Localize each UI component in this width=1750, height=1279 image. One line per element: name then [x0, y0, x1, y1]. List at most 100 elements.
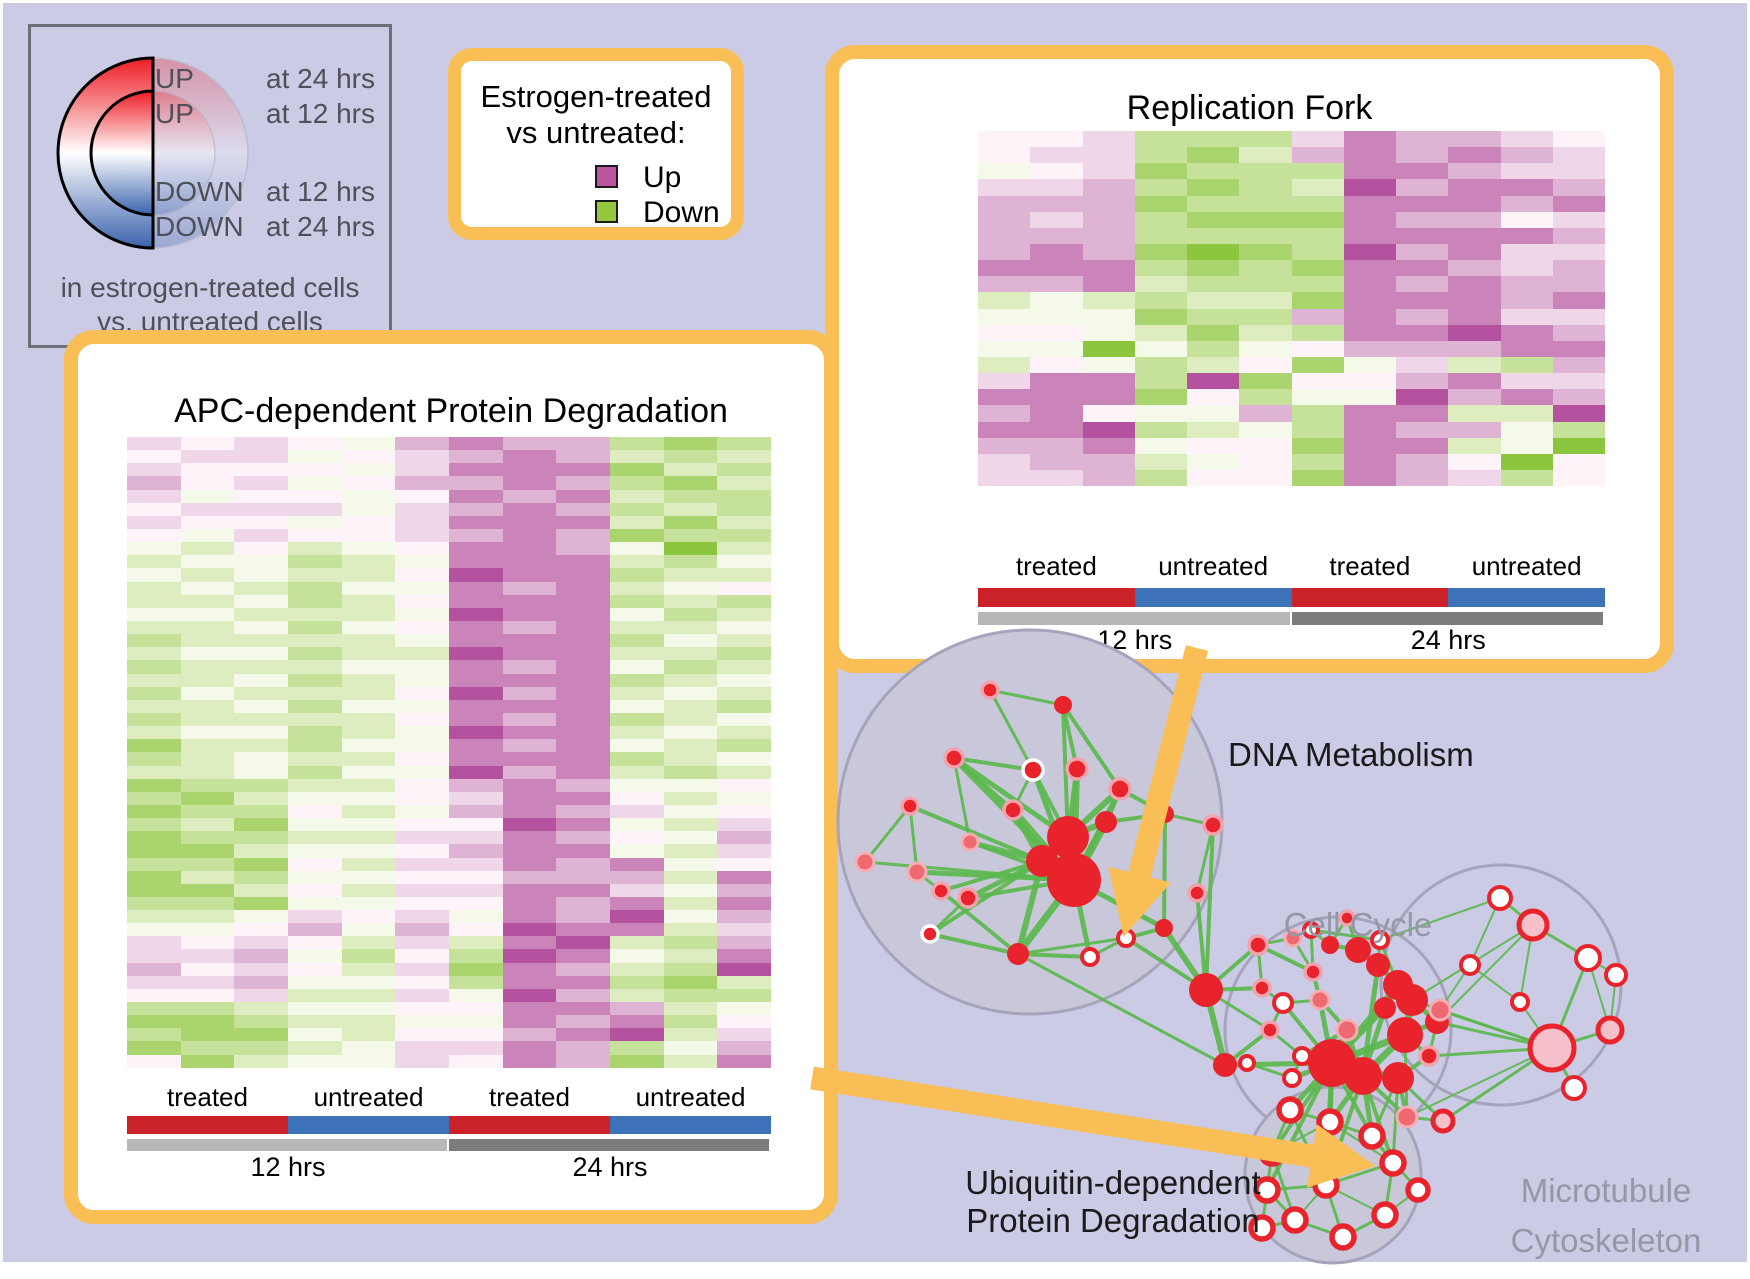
heatmap-cell — [502, 620, 557, 635]
gene-node — [1335, 1018, 1359, 1042]
heatmap-cell — [341, 528, 396, 543]
heatmap-cell — [502, 686, 557, 700]
heatmap-cell — [502, 883, 557, 897]
heatmap-cell — [180, 568, 235, 582]
heatmap-cell — [502, 791, 557, 805]
heatmap-cell — [502, 515, 557, 529]
heatmap-cell — [1500, 211, 1553, 228]
heatmap-cell — [717, 660, 772, 674]
gene-node — [1561, 1075, 1587, 1101]
network-edge — [908, 805, 919, 873]
heatmap-cell — [1343, 195, 1396, 212]
heatmap-cell — [234, 660, 289, 674]
heatmap-cell — [1134, 437, 1187, 454]
heatmap-cell — [663, 634, 718, 648]
heatmap-cell — [1500, 405, 1553, 422]
heatmap-cell — [502, 555, 557, 569]
heatmap-cell — [717, 594, 772, 608]
heatmap-cell — [610, 988, 664, 1003]
heatmap-cell — [1552, 421, 1605, 438]
heatmap-cell — [556, 1015, 611, 1029]
heatmap-cell — [502, 923, 557, 937]
heatmap-cell — [127, 450, 181, 464]
heatmap-cell — [1187, 437, 1240, 454]
heatmap-row — [127, 647, 772, 661]
heatmap-row — [127, 581, 772, 595]
heatmap-cell — [1082, 147, 1135, 164]
heatmap-cell — [1082, 179, 1135, 196]
heatmap-cell — [288, 634, 342, 648]
heatmap-cell — [341, 936, 396, 950]
heatmap-cell — [1134, 243, 1187, 261]
heatmap-cell — [341, 463, 396, 477]
scale-dir-down-12: DOWN — [155, 176, 244, 207]
heatmap-cell — [1239, 356, 1292, 374]
heatmap-cell — [1239, 163, 1292, 180]
heatmap-cell — [449, 936, 503, 950]
heatmap-cell — [610, 660, 664, 674]
heatmap-cell — [341, 660, 396, 674]
heatmap-cell — [556, 910, 611, 924]
gene-node — [1238, 1054, 1256, 1072]
condition-bar-treated — [449, 1116, 610, 1134]
heatmap-cell — [288, 923, 342, 937]
heatmap-row — [978, 340, 1605, 357]
heatmap-cell — [395, 476, 450, 490]
heatmap-cell — [556, 988, 611, 1003]
heatmap-cell — [717, 857, 772, 871]
heatmap-cell — [1030, 147, 1083, 164]
gene-node — [1487, 885, 1513, 911]
heatmap-row — [978, 292, 1605, 309]
heatmap-row — [127, 962, 772, 976]
heatmap-cell — [1134, 195, 1187, 212]
heatmap-cell — [502, 726, 557, 740]
heatmap-cell — [556, 581, 611, 595]
heatmap-cell — [1030, 389, 1083, 406]
gene-node — [1247, 934, 1269, 956]
heatmap-cell — [449, 594, 503, 608]
heatmap-cell — [234, 463, 289, 477]
heatmap-cell — [395, 870, 450, 884]
heatmap-cell — [341, 568, 396, 582]
heatmap-cell — [1500, 469, 1553, 487]
heatmap-cell — [127, 568, 181, 582]
heatmap-row — [978, 453, 1605, 470]
heatmap-cell — [1030, 308, 1083, 325]
heatmap-cell — [449, 726, 503, 740]
scale-footer-line1: in estrogen-treated cells — [60, 272, 360, 303]
heatmap-cell — [1343, 356, 1396, 374]
cluster-label-microtubule: Microtubule — [1520, 1172, 1692, 1209]
heatmap-cell — [127, 528, 181, 543]
gene-node — [980, 680, 1000, 700]
heatmap-cell — [556, 1002, 611, 1016]
heatmap-cell — [341, 1002, 396, 1016]
heatmap-cell — [610, 896, 664, 911]
gene-node — [1080, 947, 1100, 967]
heatmap-cell — [1134, 373, 1187, 390]
heatmap-cell — [1082, 292, 1135, 309]
heatmap-cell — [395, 857, 450, 871]
heatmap-cell — [1030, 421, 1083, 438]
heatmap-cell — [234, 542, 289, 556]
heatmap-row — [978, 131, 1605, 148]
heatmap-row — [127, 936, 772, 950]
heatmap-cell — [341, 1028, 396, 1042]
heatmap-cell — [663, 594, 718, 608]
heatmap-cell — [1134, 260, 1187, 277]
heatmap-cell — [663, 778, 718, 792]
heatmap-cell — [978, 260, 1031, 277]
heatmap-cell — [288, 804, 342, 819]
heatmap-cell — [1343, 469, 1396, 487]
heatmap-cell — [1082, 195, 1135, 212]
heatmap-cell — [180, 923, 235, 937]
heatmap-cell — [234, 936, 289, 950]
network-edge — [952, 755, 1070, 840]
heatmap-cell — [1187, 421, 1240, 438]
heatmap-cell — [1448, 437, 1501, 454]
heatmap-cell — [556, 870, 611, 884]
heatmap-cell — [978, 340, 1031, 357]
heatmap-row — [127, 699, 772, 713]
time-bar-24hrs — [449, 1139, 769, 1151]
heatmap-row — [978, 421, 1605, 438]
